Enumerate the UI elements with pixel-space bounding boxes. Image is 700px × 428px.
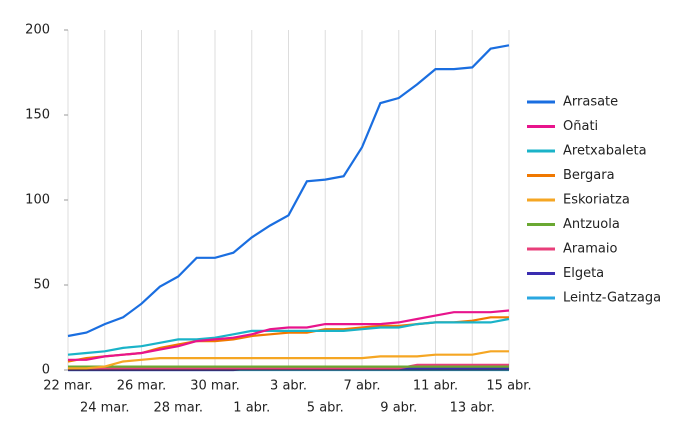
x-tick-label: 15 abr.: [486, 379, 531, 394]
legend-label: Bergara: [563, 168, 615, 183]
x-tick-label: 26 mar.: [117, 379, 167, 394]
x-tick-label: 7 abr.: [344, 379, 381, 394]
y-tick-label: 150: [25, 108, 50, 123]
x-tick-label: 30 mar.: [190, 379, 240, 394]
legend-label: Aramaio: [563, 242, 617, 257]
line-series: [67, 317, 510, 356]
x-tick-label: 3 abr.: [270, 379, 307, 394]
x-tick-label: 11 abr.: [413, 379, 458, 394]
x-tick-label: 5 abr.: [307, 401, 344, 416]
x-tick-label: 1 abr.: [233, 401, 270, 416]
y-tick-label: 100: [25, 193, 50, 208]
legend-label: Leintz-Gatzaga: [563, 291, 661, 306]
x-tick-label: 9 abr.: [380, 401, 417, 416]
y-tick-label: 0: [42, 363, 50, 378]
x-tick-label: 22 mar.: [43, 379, 93, 394]
legend-label: Aretxabaleta: [563, 144, 647, 159]
legend-label: Antzuola: [563, 217, 620, 232]
legend-label: Eskoriatza: [563, 193, 630, 208]
line-series: [68, 309, 510, 361]
x-tick-label: 24 mar.: [80, 401, 130, 416]
legend-label: Elgeta: [563, 266, 604, 281]
y-tick-label: 200: [25, 23, 50, 38]
x-tick-label: 13 abr.: [450, 401, 495, 416]
line-series: [68, 350, 509, 370]
y-tick-label: 50: [33, 278, 50, 293]
line-series: [67, 44, 510, 338]
legend-label: Oñati: [563, 119, 598, 134]
legend-label: Arrasate: [563, 95, 618, 110]
line-series: [68, 363, 509, 370]
x-tick-label: 28 mar.: [153, 401, 203, 416]
